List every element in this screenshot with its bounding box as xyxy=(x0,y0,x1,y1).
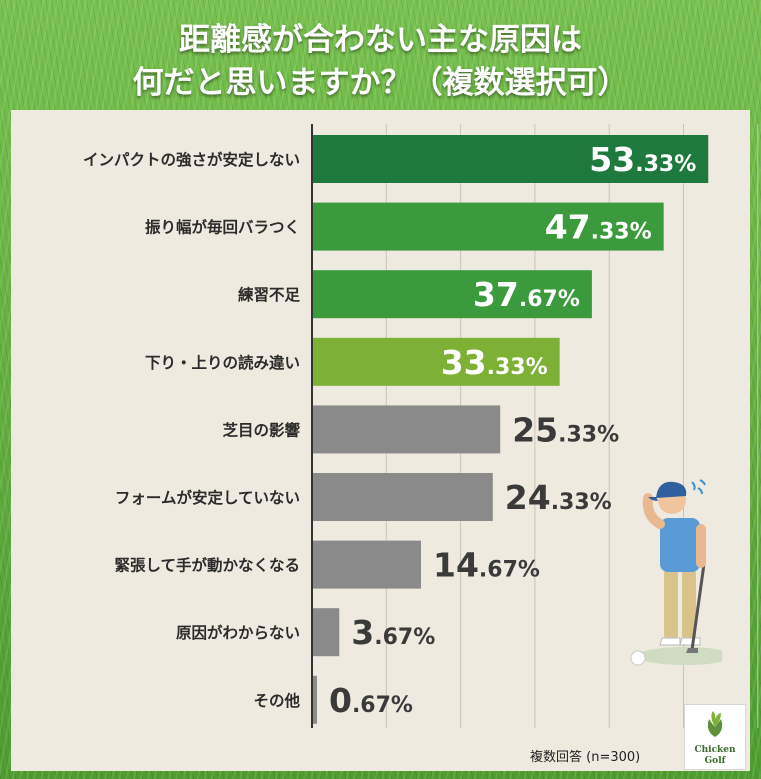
value-label-4: 33.33% xyxy=(441,343,548,382)
value-label-1: 53.33% xyxy=(589,140,696,179)
golf-club-head xyxy=(686,648,698,653)
category-label-2: 振り幅が毎回バラつく xyxy=(145,218,300,237)
value-label-6-integer: 24 xyxy=(505,478,551,517)
value-label-1-integer: 53 xyxy=(589,140,635,179)
value-label-4-integer: 33 xyxy=(441,343,487,382)
golfer-cap xyxy=(656,481,687,498)
bar-5 xyxy=(312,405,501,454)
value-label-3-integer: 37 xyxy=(473,275,519,314)
title-line-1: 距離感が合わない主な原因は xyxy=(179,22,582,58)
golfer-right-arm xyxy=(696,524,706,568)
value-label-2-decimal: .33% xyxy=(591,220,652,245)
value-label-9-decimal: .67% xyxy=(352,693,413,718)
category-label-5: 芝目の影響 xyxy=(222,420,300,439)
value-label-6: 24.33% xyxy=(505,478,612,517)
value-label-3-decimal: .67% xyxy=(519,287,580,312)
golfer-right-shoe xyxy=(679,637,701,646)
bar-8 xyxy=(312,608,340,657)
chicken-logo-icon xyxy=(707,711,723,737)
bar-4 xyxy=(312,337,560,386)
golfer-cap-brim xyxy=(648,497,658,501)
chicken-golf-logo: Chicken Golf xyxy=(684,704,746,770)
value-label-2: 47.33% xyxy=(545,208,652,247)
value-label-8-integer: 3 xyxy=(351,613,374,652)
bar-7 xyxy=(312,540,421,589)
category-label-7: 緊張して手が動かなくなる xyxy=(114,556,300,575)
category-label-8: 原因がわからない xyxy=(176,623,300,642)
value-label-9-integer: 0 xyxy=(329,681,352,720)
value-label-5-integer: 25 xyxy=(512,410,558,449)
sweat-drops-icon xyxy=(691,479,706,495)
value-label-7-integer: 14 xyxy=(433,546,479,585)
confused-golfer-illustration xyxy=(630,479,722,666)
sample-size-note: 複数回答 (n=300) xyxy=(530,750,641,765)
value-label-3: 37.67% xyxy=(473,275,580,314)
golfer-right-leg xyxy=(682,568,696,640)
category-label-4: 下り・上りの読み違い xyxy=(145,353,300,372)
bar-2 xyxy=(312,202,664,251)
golfer-shadow xyxy=(637,647,722,665)
value-label-4-decimal: .33% xyxy=(487,355,548,380)
category-label-9: その他 xyxy=(253,691,300,710)
golf-ball-icon xyxy=(630,650,646,666)
value-label-7: 14.67% xyxy=(433,546,540,585)
category-labels: インパクトの強さが安定しない振り幅が毎回バラつく練習不足下り・上りの読み違い芝目… xyxy=(83,150,301,710)
bars xyxy=(312,135,709,724)
golf-club-icon xyxy=(690,563,706,651)
value-label-9: 0.67% xyxy=(329,681,413,720)
category-label-3: 練習不足 xyxy=(238,285,301,304)
logo-text-chicken: Chicken xyxy=(694,745,736,755)
golfer-left-arm xyxy=(642,493,665,529)
value-label-7-decimal: .67% xyxy=(479,558,540,583)
category-label-1: インパクトの強さが安定しない xyxy=(83,150,300,169)
value-labels: 53.33%47.33%37.67%33.33%25.33%24.33%14.6… xyxy=(329,140,696,720)
golfer-left-leg xyxy=(664,568,678,640)
value-label-2-integer: 47 xyxy=(545,208,591,247)
bar-1 xyxy=(312,135,709,183)
value-label-5-decimal: .33% xyxy=(558,422,619,447)
logo-text-golf: Golf xyxy=(704,756,726,766)
bar-3 xyxy=(312,270,592,319)
bar-9 xyxy=(312,675,317,724)
value-label-8-decimal: .67% xyxy=(374,625,435,650)
value-label-5: 25.33% xyxy=(512,410,619,449)
bar-6 xyxy=(312,473,493,521)
golfer-left-shoe xyxy=(659,637,681,646)
value-label-1-decimal: .33% xyxy=(635,152,696,177)
value-label-6-decimal: .33% xyxy=(551,490,612,515)
value-label-8: 3.67% xyxy=(351,613,435,652)
title-line-2: 何だと思いますか？（複数選択可） xyxy=(132,65,629,101)
golfer-shirt xyxy=(660,518,700,572)
category-label-6: フォームが安定していない xyxy=(115,488,300,507)
